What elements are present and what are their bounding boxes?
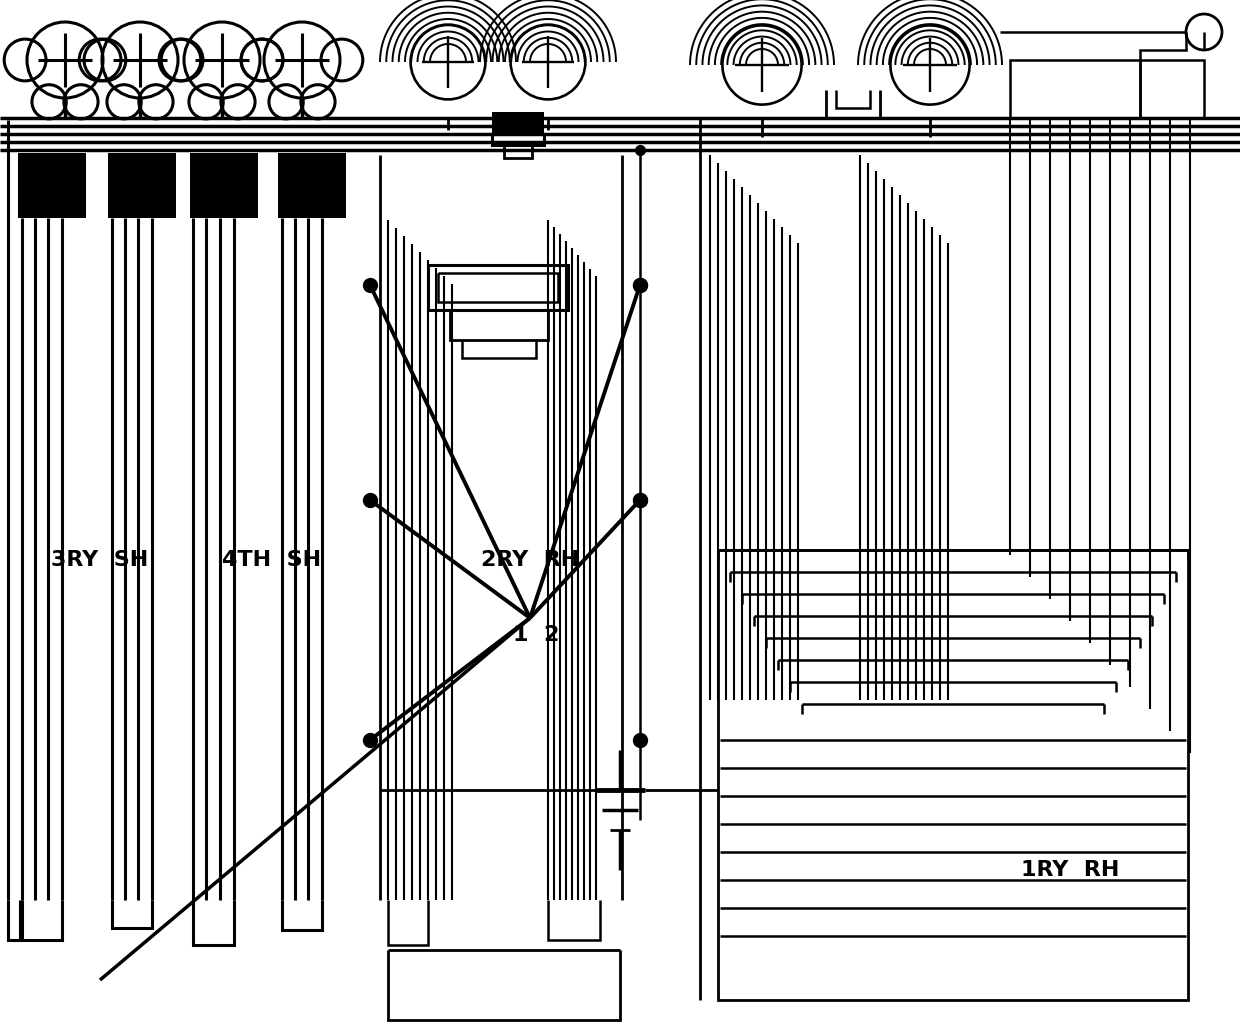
Text: 1RY  RH: 1RY RH — [1021, 860, 1120, 880]
Bar — [718, 549, 1188, 1000]
Bar — [278, 153, 346, 218]
Bar — [492, 112, 544, 134]
Text: 4TH  SH: 4TH SH — [222, 549, 321, 570]
Bar — [190, 153, 258, 218]
Bar — [19, 153, 86, 218]
Text: 2RY  RH: 2RY RH — [481, 549, 579, 570]
Text: 3RY  SH: 3RY SH — [51, 549, 149, 570]
Bar — [108, 153, 176, 218]
Text: 1  2: 1 2 — [513, 625, 559, 645]
